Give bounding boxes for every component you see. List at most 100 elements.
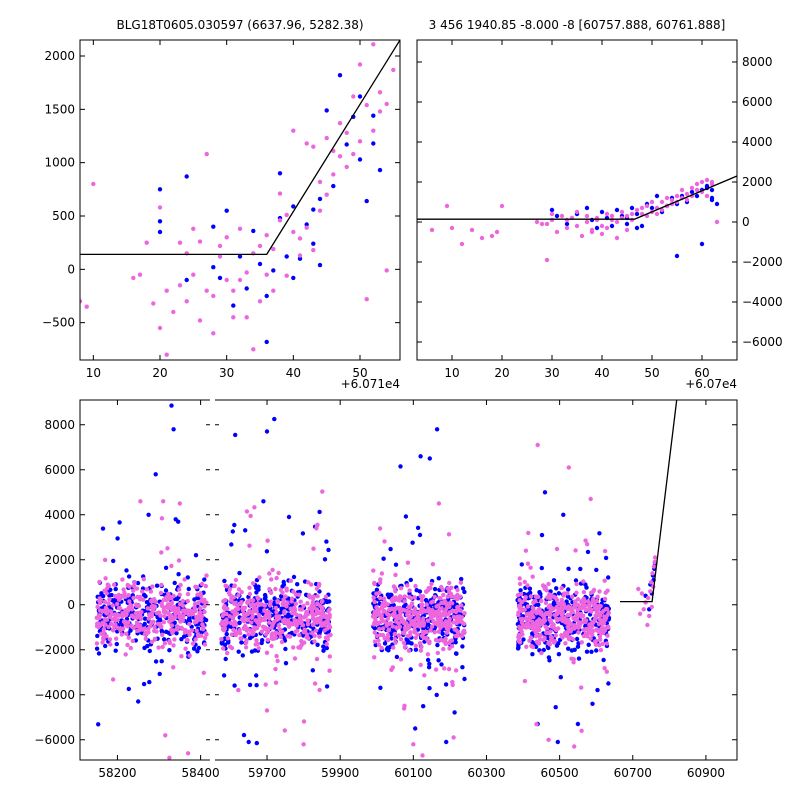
data-point <box>314 656 320 662</box>
data-point <box>387 613 392 618</box>
data-point <box>197 318 203 323</box>
data-point <box>249 615 255 620</box>
data-point <box>574 581 579 587</box>
data-point <box>149 598 154 603</box>
data-point <box>324 615 330 621</box>
outlier-point <box>136 699 141 704</box>
data-point <box>275 658 280 664</box>
data-point <box>282 728 287 733</box>
data-point <box>516 624 522 630</box>
tl-series-blue <box>157 73 383 345</box>
data-point <box>162 614 167 619</box>
data-point <box>225 650 230 656</box>
data-point <box>147 624 153 629</box>
data-point <box>257 243 263 249</box>
tail-point <box>636 586 641 592</box>
data-point <box>278 610 284 615</box>
data-point <box>446 612 451 617</box>
data-point <box>421 704 426 709</box>
tail-point <box>641 607 646 612</box>
data-point <box>123 608 128 613</box>
bottom-xtick-label: 58200 <box>98 766 136 780</box>
data-point <box>539 610 544 615</box>
data-point <box>274 653 279 659</box>
data-point <box>427 661 432 666</box>
tr-ytick-label: 6000 <box>742 95 773 109</box>
data-point <box>299 643 304 648</box>
data-point <box>236 593 241 598</box>
outlier-point <box>153 472 158 477</box>
data-point <box>549 207 555 213</box>
bottom-seg1-plot-area <box>94 403 209 760</box>
data-point <box>351 151 356 157</box>
data-point <box>220 621 225 626</box>
data-point <box>202 642 208 647</box>
data-point <box>427 610 433 616</box>
outlier-point <box>173 517 178 522</box>
data-point <box>169 563 174 569</box>
data-point <box>232 583 237 588</box>
tail-point <box>648 580 654 585</box>
data-point <box>186 586 191 592</box>
data-point <box>251 347 256 352</box>
data-point <box>419 633 425 638</box>
data-point <box>396 633 401 638</box>
data-point <box>629 205 635 211</box>
data-point <box>575 607 580 612</box>
data-point <box>101 608 106 614</box>
data-point <box>263 632 269 637</box>
data-point <box>604 641 610 646</box>
data-point <box>433 637 439 643</box>
data-point <box>280 629 285 634</box>
data-point <box>117 520 122 525</box>
data-point <box>253 642 258 647</box>
data-point <box>228 620 234 626</box>
data-point <box>192 605 197 610</box>
data-point <box>231 303 236 308</box>
data-point <box>446 666 452 672</box>
data-point <box>152 604 158 609</box>
data-point <box>123 619 128 624</box>
data-point <box>403 602 408 607</box>
data-point <box>458 580 464 585</box>
data-point <box>132 580 137 585</box>
data-point <box>562 591 567 596</box>
data-point <box>310 622 316 628</box>
data-point <box>402 599 407 604</box>
data-point <box>442 609 448 614</box>
data-point <box>177 592 182 597</box>
bottom-xtick-label: 60300 <box>467 766 505 780</box>
data-point <box>520 632 525 637</box>
data-point <box>589 607 594 612</box>
data-point <box>268 590 274 595</box>
data-point <box>415 627 421 632</box>
data-point <box>311 144 316 149</box>
data-point <box>282 609 287 615</box>
data-point <box>344 130 349 135</box>
data-point <box>237 570 242 576</box>
data-point <box>157 671 162 677</box>
data-point <box>544 221 550 227</box>
data-point <box>199 581 205 587</box>
data-point <box>183 628 188 633</box>
data-point <box>297 253 303 258</box>
data-point <box>154 583 160 588</box>
data-point <box>418 662 423 668</box>
data-point <box>437 607 442 613</box>
data-point <box>247 598 253 603</box>
data-point <box>447 646 452 651</box>
data-point <box>268 599 273 604</box>
data-point <box>148 614 153 619</box>
data-point <box>534 219 540 225</box>
data-point <box>439 662 444 667</box>
data-point <box>292 656 298 661</box>
top-right-offset-label: +6.07e4 <box>685 377 737 391</box>
data-point <box>225 636 231 641</box>
data-point <box>269 577 274 582</box>
data-point <box>380 626 386 631</box>
data-point <box>423 597 429 603</box>
data-point <box>217 275 223 281</box>
data-point <box>576 630 581 635</box>
data-point <box>291 574 297 580</box>
data-point <box>527 613 533 618</box>
